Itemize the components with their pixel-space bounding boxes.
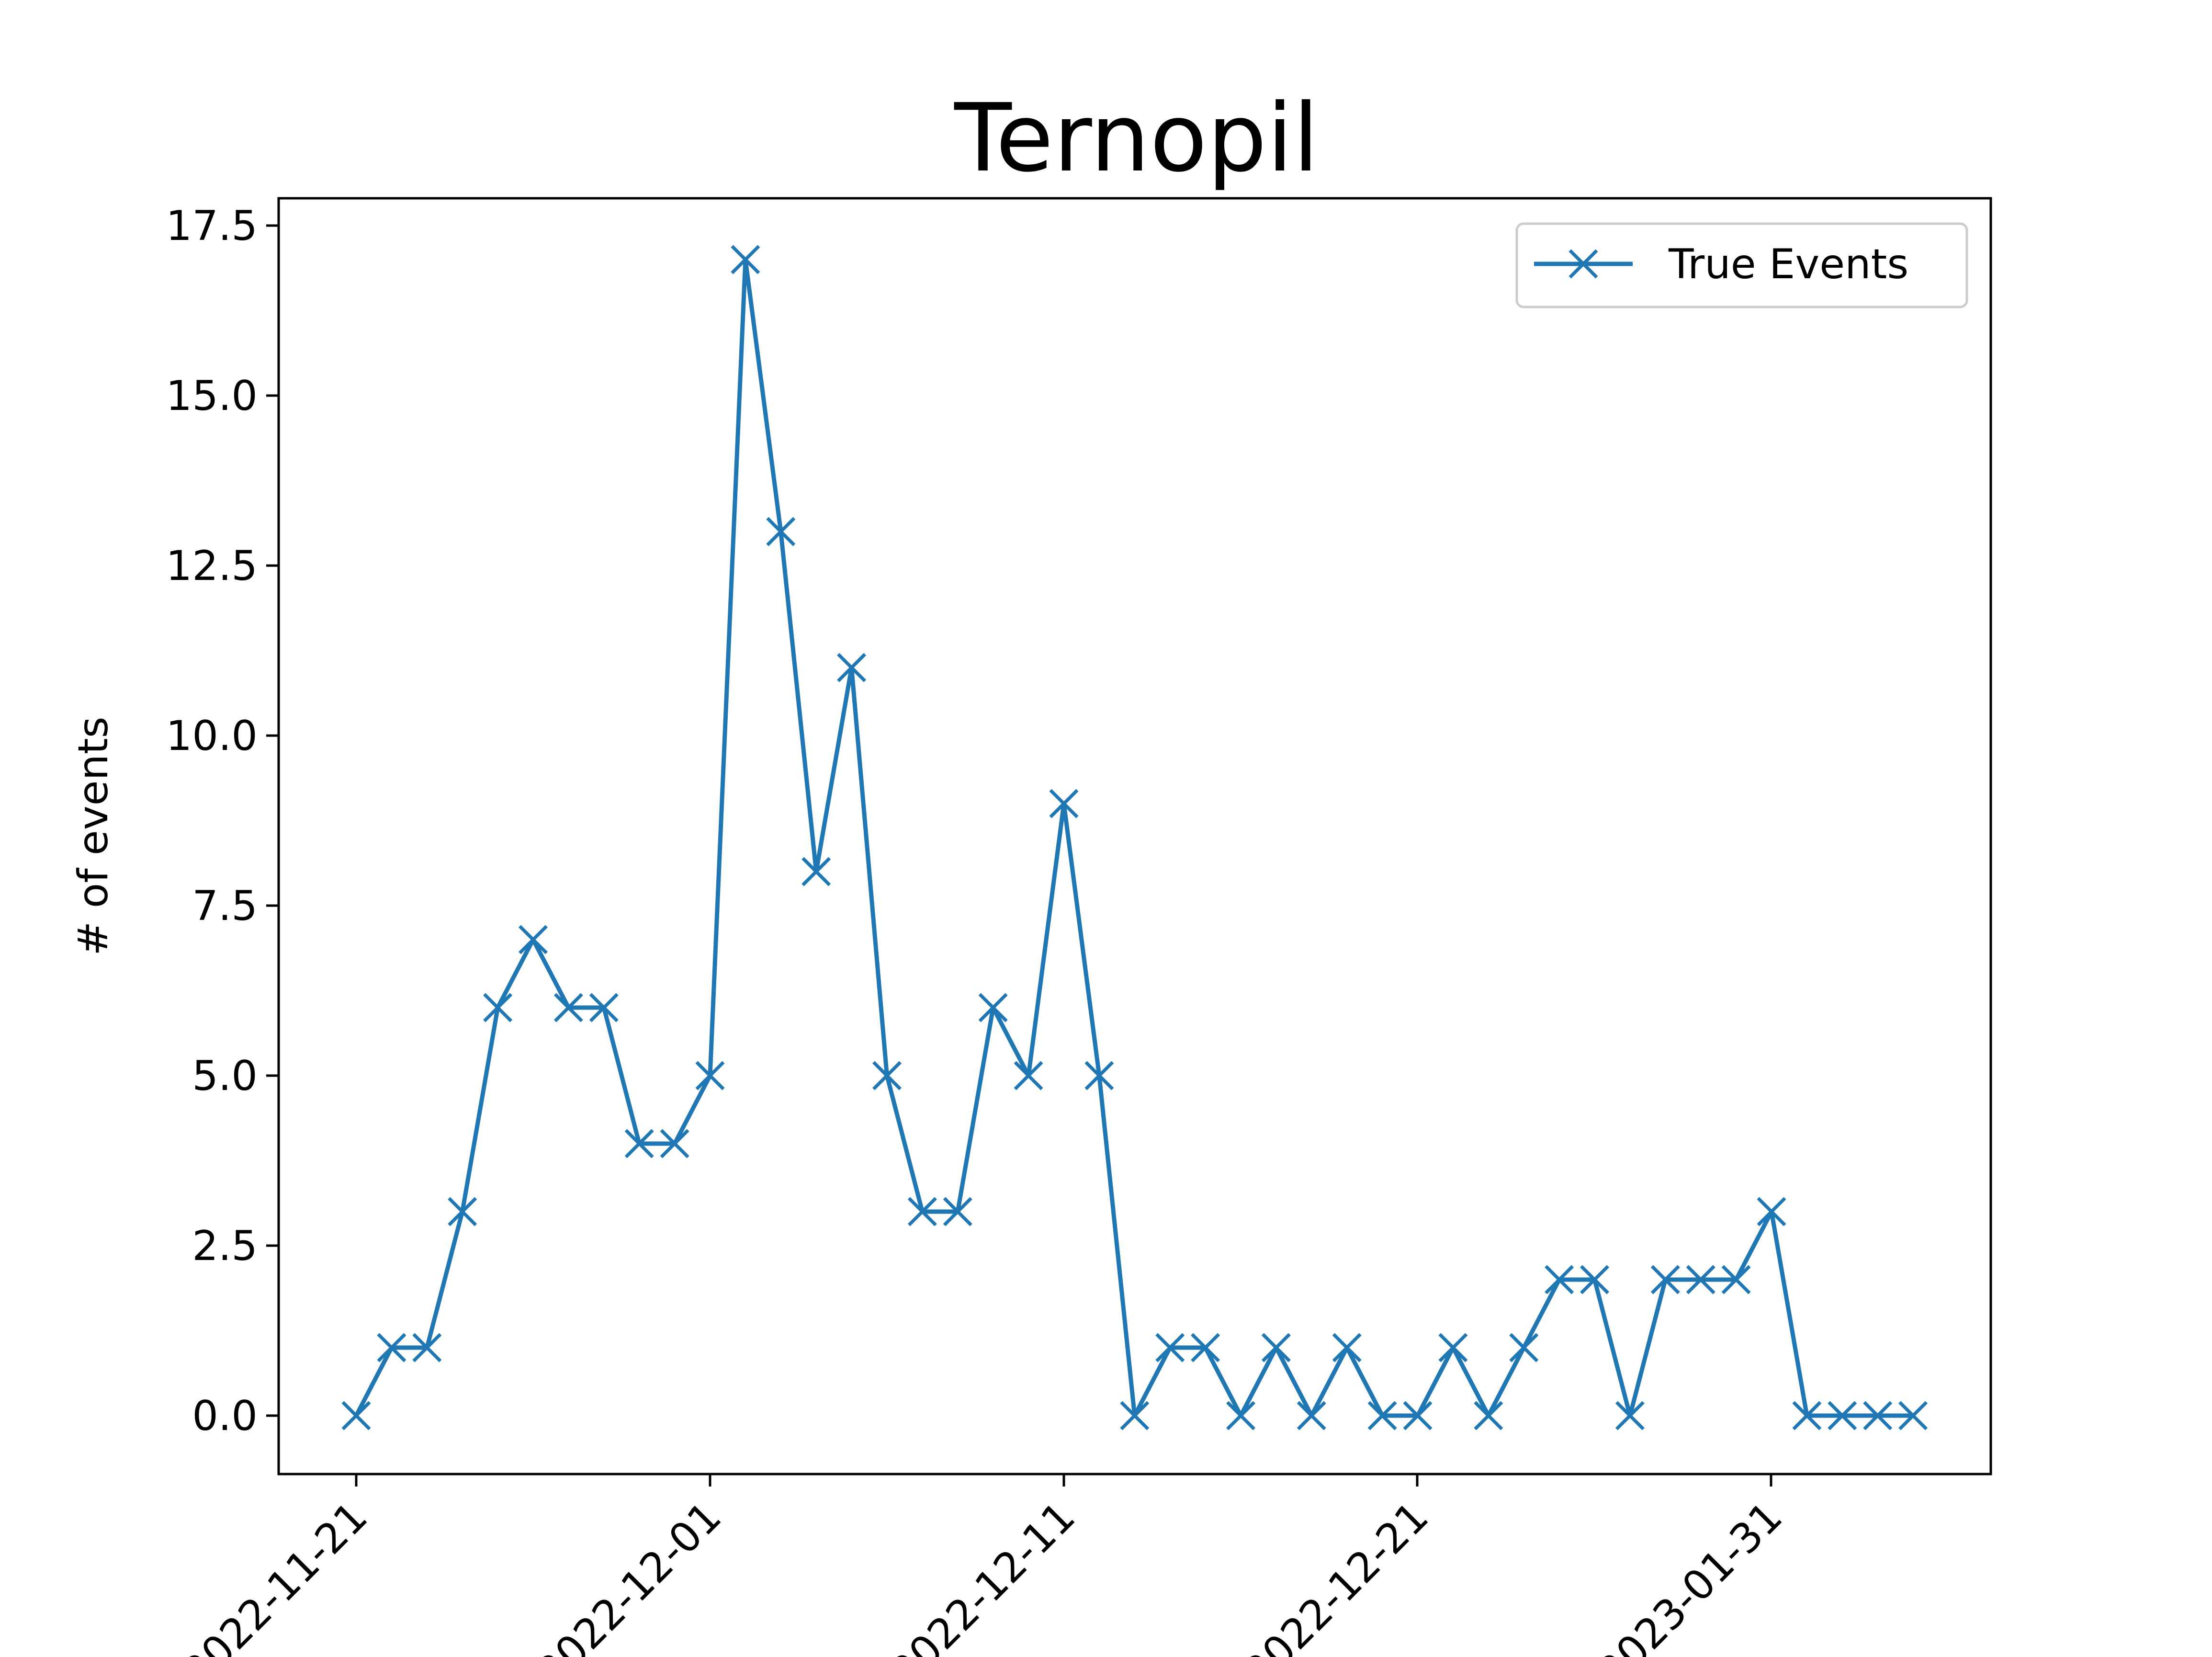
data-point <box>1438 1333 1468 1362</box>
data-point <box>1545 1265 1574 1294</box>
y-tick-label: 0.0 <box>192 1392 258 1440</box>
data-point <box>377 1333 406 1362</box>
data-point <box>1863 1401 1893 1430</box>
data-point <box>624 1129 654 1158</box>
data-point <box>1828 1401 1857 1430</box>
legend: True Events <box>1515 222 1968 308</box>
data-point <box>412 1333 442 1362</box>
y-tick-label: 5.0 <box>192 1052 258 1100</box>
data-point <box>483 993 513 1022</box>
data-point <box>1757 1197 1786 1226</box>
data-point <box>1261 1333 1291 1362</box>
data-point <box>1615 1401 1645 1430</box>
data-point <box>766 517 796 546</box>
data-point <box>731 245 760 274</box>
data-point <box>1686 1265 1715 1294</box>
data-point <box>1155 1333 1185 1362</box>
legend-box <box>1515 222 1968 308</box>
data-point <box>660 1129 689 1158</box>
plot-area <box>341 245 1928 1430</box>
y-axis-label: # of events <box>69 716 117 955</box>
data-point <box>448 1197 477 1226</box>
data-point <box>1084 1061 1114 1090</box>
data-point <box>1403 1401 1433 1430</box>
data-point <box>1014 1061 1043 1090</box>
data-point <box>1332 1333 1362 1362</box>
plot-frame <box>277 197 1992 1475</box>
y-tick-label: 15.0 <box>166 372 258 420</box>
data-point <box>1367 1401 1397 1430</box>
data-point <box>1226 1401 1255 1430</box>
y-tick-label: 12.5 <box>166 542 258 590</box>
data-point <box>695 1061 725 1090</box>
data-point <box>341 1401 371 1430</box>
data-point <box>553 993 583 1022</box>
data-point <box>1650 1265 1680 1294</box>
data-point <box>801 857 831 886</box>
legend-label: True Events <box>1668 240 1908 288</box>
data-point <box>978 993 1008 1022</box>
y-tick-label: 7.5 <box>192 882 258 930</box>
data-point <box>837 653 867 682</box>
data-point <box>1474 1401 1503 1430</box>
data-point <box>907 1197 937 1226</box>
chart-title: Ternopil <box>954 84 1319 193</box>
data-point <box>1191 1333 1220 1362</box>
data-point <box>589 993 619 1022</box>
data-point <box>1120 1401 1150 1430</box>
y-axis: 0.0 2.5 5.0 7.5 10.0 12.5 15.0 17.5 <box>166 202 279 1440</box>
data-point <box>1049 789 1079 818</box>
data-point <box>1792 1401 1822 1430</box>
legend-marker <box>1569 249 1598 279</box>
data-point <box>1509 1333 1539 1362</box>
y-tick-label: 2.5 <box>192 1222 258 1270</box>
data-point <box>1297 1401 1326 1430</box>
data-point <box>519 925 548 954</box>
data-point <box>872 1061 902 1090</box>
y-tick-label: 17.5 <box>166 202 258 250</box>
data-point <box>1721 1265 1751 1294</box>
data-point <box>1580 1265 1609 1294</box>
data-point <box>1898 1401 1928 1430</box>
data-point <box>943 1197 972 1226</box>
y-tick-label: 10.0 <box>166 712 258 760</box>
